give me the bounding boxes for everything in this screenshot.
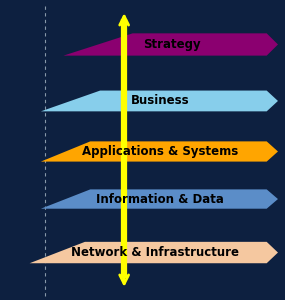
- Polygon shape: [30, 242, 278, 263]
- Polygon shape: [41, 141, 278, 162]
- Text: Information & Data: Information & Data: [96, 193, 224, 206]
- Polygon shape: [41, 91, 278, 111]
- Polygon shape: [41, 189, 278, 209]
- Text: Network & Infrastructure: Network & Infrastructure: [71, 246, 239, 259]
- Text: Business: Business: [131, 94, 190, 107]
- Text: Applications & Systems: Applications & Systems: [82, 145, 239, 158]
- Polygon shape: [64, 33, 278, 56]
- Text: Strategy: Strategy: [143, 38, 200, 51]
